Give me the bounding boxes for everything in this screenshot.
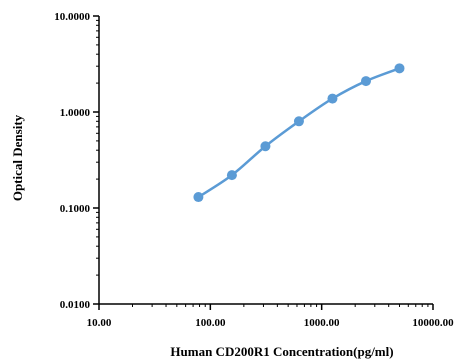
data-point: [394, 63, 405, 74]
x-tick-label: 10.00: [87, 317, 112, 329]
x-tick-label: 100.00: [195, 317, 226, 329]
y-tick-label: 1.0000: [60, 107, 91, 119]
x-tick-label: 1000.00: [304, 317, 340, 329]
data-point: [293, 116, 304, 127]
y-tick-label: 10.0000: [54, 11, 90, 23]
data-point: [360, 76, 371, 87]
data-point: [226, 170, 237, 181]
x-axis-title: Human CD200R1 Concentration(pg/ml): [170, 344, 393, 359]
series-layer: [193, 63, 405, 203]
data-point: [260, 141, 271, 152]
y-tick-label: 0.0100: [60, 299, 91, 311]
x-tick-label: 10000.00: [412, 317, 454, 329]
y-tick-label: 0.1000: [60, 203, 91, 215]
y-axis-ticks: 0.0100 0.1000 1.0000 10.0000: [54, 11, 99, 311]
data-point: [327, 93, 338, 104]
x-axis-ticks: 10.00 100.00 1000.00 10000.00: [87, 304, 454, 329]
data-point: [193, 192, 204, 203]
y-axis-title: Optical Density: [10, 114, 25, 201]
